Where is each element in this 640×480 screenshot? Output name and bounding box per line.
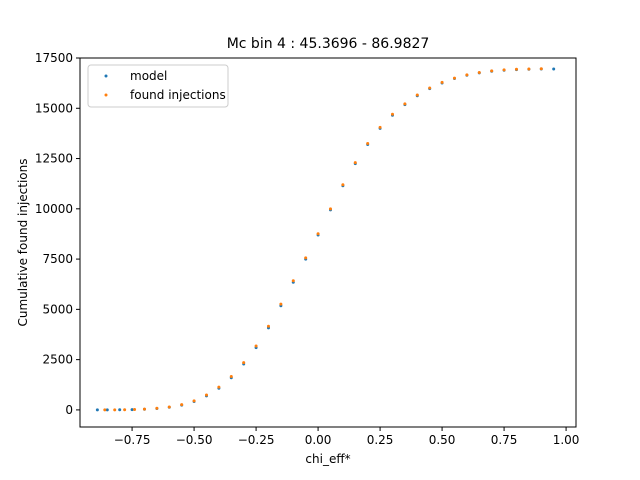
series-found-injections [103,67,543,412]
x-tick-label: −0.75 [114,433,151,447]
data-point [353,161,357,165]
x-tick-label: 0.00 [305,433,332,447]
data-point [254,344,258,348]
legend-marker-found-injections [104,93,108,97]
plot-area [80,58,576,427]
data-point [440,80,444,84]
y-tick-label: 10000 [35,202,73,216]
data-point [229,375,233,379]
data-point [304,256,308,260]
data-point [204,393,208,397]
data-point [103,408,107,412]
x-tick-label: 0.25 [367,433,394,447]
data-point [180,403,184,407]
data-point [133,408,137,412]
y-tick-label: 17500 [35,51,73,65]
y-tick-label: 5000 [42,302,73,316]
data-point [415,93,419,97]
data-point [95,408,99,412]
data-point [105,408,109,412]
y-tick-label: 7500 [42,252,73,266]
chart-title: Mc bin 4 : 45.3696 - 86.9827 [227,36,430,52]
x-tick-label: 0.50 [429,433,456,447]
data-point [118,408,122,412]
data-point [316,232,320,236]
x-axis-label: chi_eff* [305,452,350,466]
data-point [452,76,456,80]
data-point [113,408,117,412]
data-point [167,405,171,409]
x-tick-label: 0.75 [491,433,518,447]
data-marks [95,67,556,412]
data-point [123,408,127,412]
data-point [465,73,469,77]
y-tick-label: 12500 [35,152,73,166]
data-point [552,67,556,71]
y-tick-label: 2500 [42,353,73,367]
legend: model found injections [87,64,229,108]
x-axis-ticks: −0.75 −0.50 −0.25 0.00 0.25 0.50 0.75 1.00 [114,427,580,447]
legend-box [87,64,229,108]
data-point [514,67,518,71]
y-axis-label: Cumulative found injections [16,158,30,326]
data-point [130,408,134,412]
data-point [217,385,221,389]
data-point [378,125,382,129]
data-point [403,102,407,106]
data-point [155,406,159,410]
data-point [242,361,246,365]
data-point [328,207,332,211]
x-tick-label: 1.00 [553,433,580,447]
data-point [390,112,394,116]
data-point [266,324,270,328]
data-point [490,69,494,73]
data-point [477,70,481,74]
data-point [428,86,432,90]
data-point [539,67,543,71]
data-point [366,141,370,145]
y-tick-label: 15000 [35,101,73,115]
legend-label-found-injections: found injections [130,88,226,102]
x-tick-label: −0.50 [176,433,213,447]
data-point [142,407,146,411]
data-point [279,302,283,306]
data-point [527,67,531,71]
legend-label-model: model [130,69,167,83]
plot-frame [79,57,577,428]
legend-marker-model [104,74,108,78]
y-tick-label: 0 [65,403,73,417]
data-point [291,279,295,283]
data-point [502,68,506,72]
x-tick-label: −0.25 [238,433,275,447]
data-point [341,183,345,187]
data-point [192,399,196,403]
y-axis-ticks: 0 2500 5000 7500 10000 12500 15000 17500 [35,51,80,417]
